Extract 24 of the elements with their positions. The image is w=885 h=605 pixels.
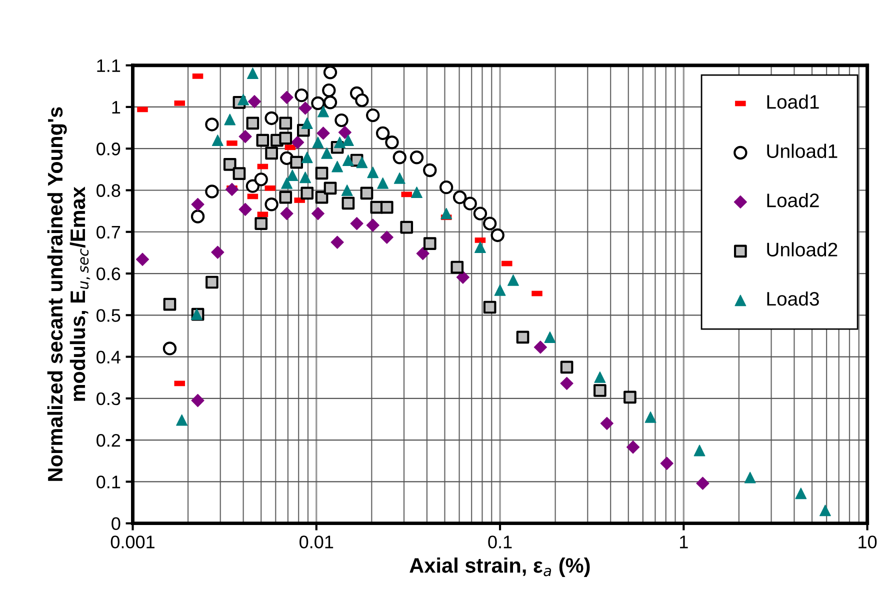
y-tick-label: 1: [112, 101, 120, 114]
y-tick-label: 0: [112, 517, 120, 530]
x-tick-label: 0.01: [300, 536, 334, 548]
y-tick-label: 0.2: [96, 434, 120, 447]
y-tick-label: 0.6: [96, 267, 120, 280]
x-tick-label: 0.1: [488, 536, 512, 548]
x-tick-label: 0.001: [110, 536, 154, 548]
y-axis-title: Normalized secant undrained Young's modulus, E$_{u,sec}$/Emax: [47, 107, 90, 481]
y-tick-label: 1.1: [97, 59, 120, 72]
y-tick-label: 0.1: [96, 476, 120, 488]
y-tick-label: 0.3: [96, 392, 120, 406]
legend-label: Load1: [767, 94, 819, 109]
legend-label: Load3: [767, 291, 819, 306]
x-tick-label: 1: [680, 536, 688, 548]
x-tick-label: 10: [858, 536, 877, 548]
y-tick-label: 0.8: [96, 184, 120, 197]
x-axis-title: Axial strain, ε$_{a}$ (%): [410, 558, 590, 577]
legend-label: Load2: [767, 192, 819, 208]
y-tick-label: 0.4: [96, 350, 120, 364]
y-tick-label: 0.5: [96, 309, 120, 322]
legend-label: Unload2: [767, 242, 838, 256]
y-tick-label: 0.7: [96, 226, 120, 239]
y-tick-label: 0.9: [96, 142, 120, 156]
legend-label: Unload1: [767, 144, 838, 158]
